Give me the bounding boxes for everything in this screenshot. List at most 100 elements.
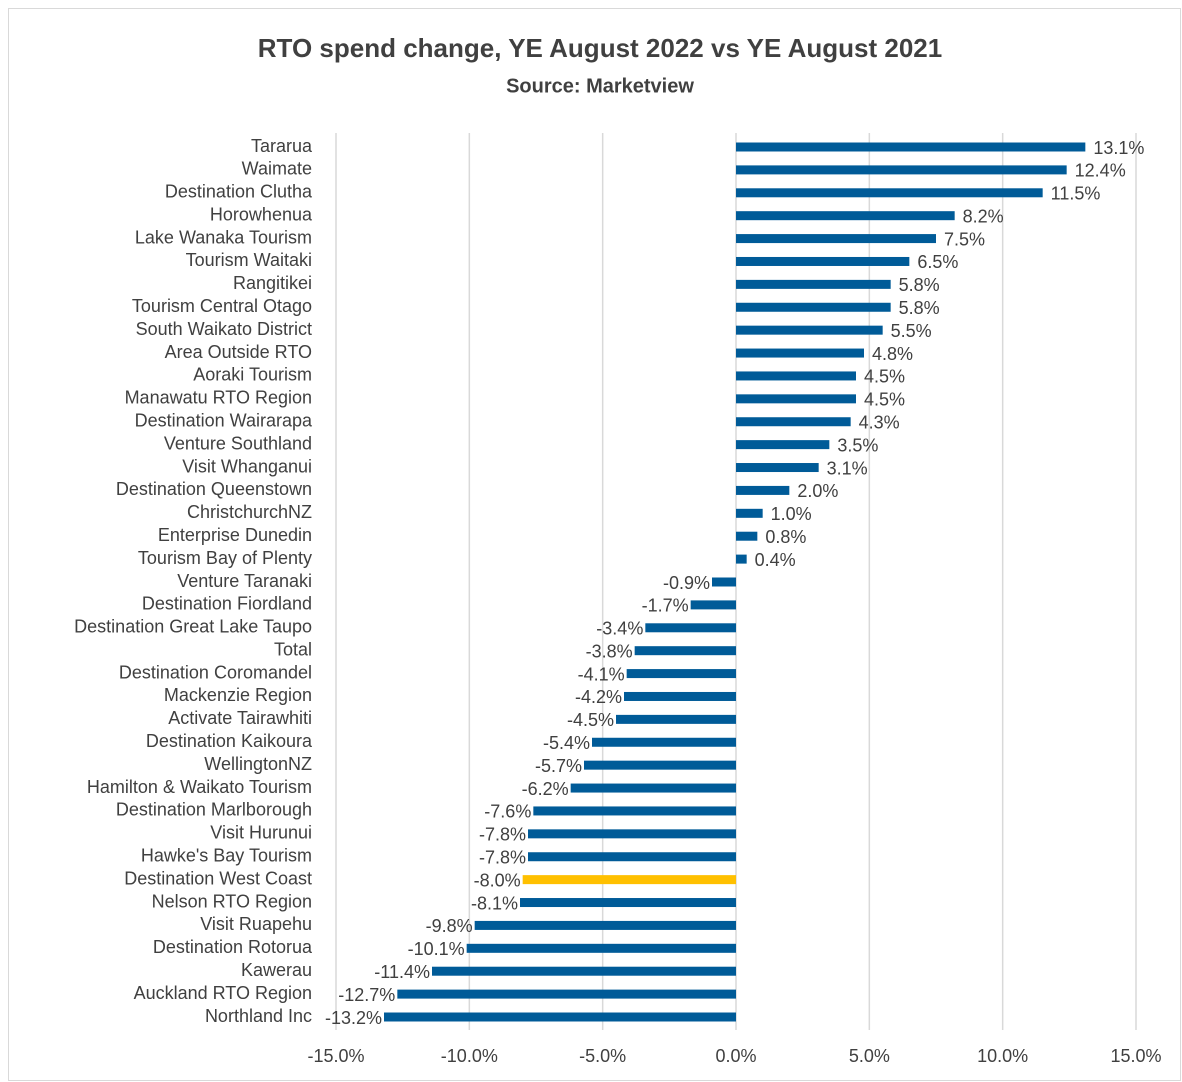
bar: [634, 646, 736, 656]
bar: [736, 394, 856, 404]
y-tick-label: Kawerau: [241, 960, 312, 980]
value-label: 3.1%: [827, 458, 868, 478]
value-label: 4.5%: [864, 367, 905, 387]
bar: [736, 279, 891, 289]
bar: [736, 417, 851, 427]
bar: [520, 898, 736, 908]
y-tick-label: Visit Hurunui: [210, 823, 312, 843]
bar: [736, 211, 955, 221]
bar: [528, 852, 736, 862]
bar: [592, 737, 736, 747]
y-tick-label: Aoraki Tourism: [193, 365, 312, 385]
bar: [690, 600, 736, 610]
y-tick-label: Nelson RTO Region: [152, 891, 312, 911]
value-label: -8.0%: [474, 870, 521, 890]
bar: [736, 302, 891, 312]
value-label: 12.4%: [1075, 161, 1126, 181]
bar: [645, 623, 736, 633]
y-tick-label: Destination Rotorua: [153, 937, 313, 957]
value-label: 11.5%: [1051, 184, 1101, 204]
y-tick-label: Total: [274, 639, 312, 659]
value-label: 5.5%: [891, 321, 932, 341]
value-label: -3.4%: [596, 619, 643, 639]
y-tick-label: Destination Kaikoura: [146, 731, 313, 751]
value-label: -12.7%: [338, 985, 395, 1005]
chart-subtitle: Source: Marketview: [506, 75, 694, 97]
bar: [384, 1012, 736, 1022]
value-label: -7.8%: [479, 825, 526, 845]
y-tick-label: Hamilton & Waikato Tourism: [87, 777, 312, 797]
bar: [736, 440, 830, 450]
bar: [736, 142, 1086, 152]
bar: [736, 165, 1067, 175]
y-tick-label: Enterprise Dunedin: [158, 525, 312, 545]
chart-title: RTO spend change, YE August 2022 vs YE A…: [258, 33, 942, 63]
bar: [570, 783, 736, 793]
y-tick-label: Destination Great Lake Taupo: [74, 617, 312, 637]
value-label: -11.4%: [374, 962, 430, 982]
value-label: 2.0%: [797, 481, 838, 501]
y-tick-label: Auckland RTO Region: [134, 983, 312, 1003]
value-label: -7.8%: [479, 847, 526, 867]
value-label: 0.8%: [765, 527, 806, 547]
value-label: 5.8%: [899, 275, 940, 295]
value-label: -3.8%: [586, 641, 633, 661]
value-label: 3.5%: [837, 435, 878, 455]
value-label: -5.4%: [543, 733, 590, 753]
bar: [397, 989, 736, 999]
y-tick-label: Waimate: [242, 159, 312, 179]
value-label: 8.2%: [963, 206, 1004, 226]
value-label: -0.9%: [663, 573, 710, 593]
value-label: 4.3%: [859, 412, 900, 432]
bar: [736, 348, 864, 358]
value-label: -13.2%: [325, 1008, 382, 1028]
x-tick-label: 15.0%: [1110, 1046, 1161, 1066]
y-tick-label: Manawatu RTO Region: [125, 388, 312, 408]
y-tick-label: Visit Whanganui: [182, 456, 312, 476]
value-label: -5.7%: [535, 756, 582, 776]
bar: [712, 577, 736, 587]
x-tick-label: 0.0%: [715, 1046, 756, 1066]
bar: [624, 691, 736, 701]
y-tick-label: ChristchurchNZ: [187, 502, 312, 522]
y-tick-label: Mackenzie Region: [164, 685, 312, 705]
y-tick-label: Destination Clutha: [165, 182, 313, 202]
bar: [736, 554, 747, 564]
value-label: -10.1%: [408, 939, 465, 959]
y-tick-label: Area Outside RTO: [165, 342, 312, 362]
value-label: 6.5%: [917, 252, 958, 272]
y-tick-label: Destination Marlborough: [116, 800, 312, 820]
y-tick-label: Activate Tairawhiti: [168, 708, 312, 728]
y-tick-label: Destination Coromandel: [119, 662, 312, 682]
y-tick-label: Tourism Waitaki: [186, 250, 312, 270]
value-label: -4.1%: [578, 664, 625, 684]
bar: [528, 829, 736, 839]
y-tick-label: Hawke's Bay Tourism: [141, 845, 312, 865]
bar: [736, 531, 758, 541]
y-tick-label: Destination Wairarapa: [135, 410, 313, 430]
bar: [736, 463, 819, 473]
y-tick-label: Rangitikei: [233, 273, 312, 293]
bar: [736, 234, 936, 244]
y-tick-label: South Waikato District: [136, 319, 312, 339]
y-tick-label: Destination Fiordland: [142, 594, 312, 614]
value-label: -8.1%: [471, 893, 518, 913]
value-label: -4.2%: [575, 687, 622, 707]
y-tick-label: Lake Wanaka Tourism: [135, 227, 312, 247]
bar: [432, 966, 736, 976]
value-label: 4.8%: [872, 344, 913, 364]
bar: [466, 943, 736, 953]
value-label: 13.1%: [1093, 138, 1144, 158]
bar: [626, 669, 736, 679]
x-tick-label: 10.0%: [977, 1046, 1028, 1066]
y-tick-label: Destination Queenstown: [116, 479, 312, 499]
bar: [736, 325, 883, 335]
y-tick-label: Tourism Central Otago: [132, 296, 312, 316]
value-label: 5.8%: [899, 298, 940, 318]
value-label: 7.5%: [944, 229, 985, 249]
y-tick-label: Venture Taranaki: [177, 571, 312, 591]
y-tick-label: Northland Inc: [205, 1006, 312, 1026]
bar: [584, 760, 736, 770]
bar: [736, 485, 790, 495]
x-tick-label: -10.0%: [441, 1046, 498, 1066]
